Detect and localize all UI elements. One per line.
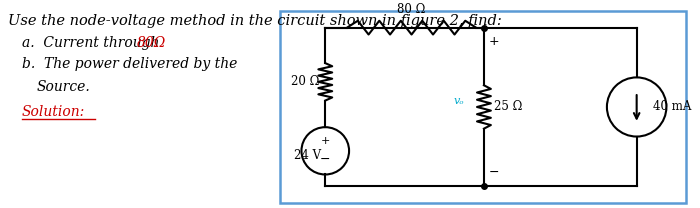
Text: +: + xyxy=(321,136,330,146)
Text: −: − xyxy=(320,153,330,166)
Text: 25 Ω: 25 Ω xyxy=(494,100,522,114)
Text: 20 Ω: 20 Ω xyxy=(291,75,319,88)
Text: vₒ: vₒ xyxy=(454,96,464,106)
Text: Use the node-voltage method in the circuit shown in figure 2, find:: Use the node-voltage method in the circu… xyxy=(8,14,502,28)
Text: Solution:: Solution: xyxy=(22,104,85,119)
Text: 80Ω: 80Ω xyxy=(137,36,166,50)
FancyBboxPatch shape xyxy=(280,11,686,203)
Text: −: − xyxy=(489,166,499,179)
Text: b.  The power delivered by the: b. The power delivered by the xyxy=(22,57,237,71)
Text: 40 mA: 40 mA xyxy=(652,100,691,114)
Text: 80 Ω: 80 Ω xyxy=(398,3,426,16)
Text: +: + xyxy=(489,35,499,48)
Text: a.  Current through: a. Current through xyxy=(22,36,164,50)
Text: 24 V: 24 V xyxy=(293,149,321,162)
Text: Source.: Source. xyxy=(36,80,90,94)
